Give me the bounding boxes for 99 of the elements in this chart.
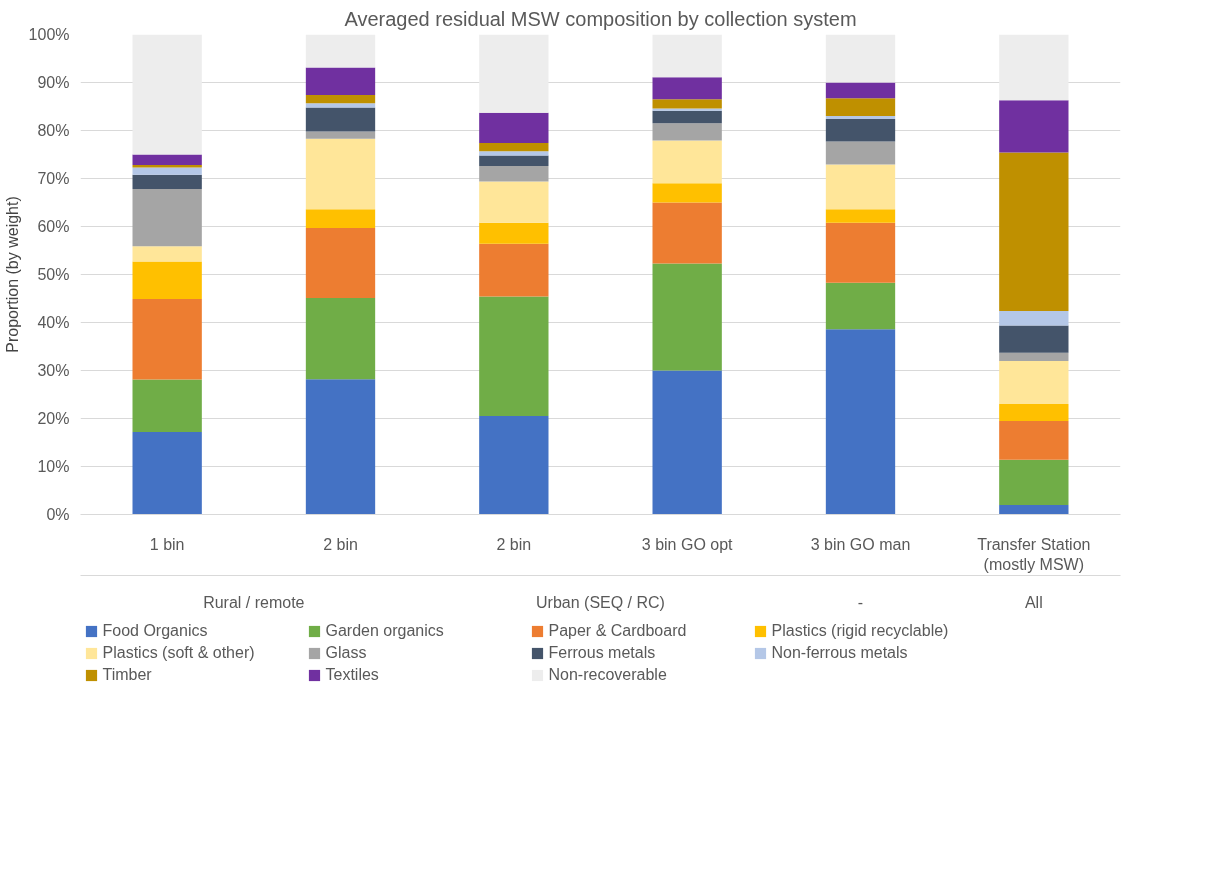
y-tick-label: 20% <box>37 410 70 427</box>
text: Urban (SEQ / RC) <box>536 593 665 611</box>
bar <box>652 370 722 515</box>
bar <box>305 227 376 299</box>
x-tick-label: 1 bin <box>149 535 185 553</box>
x-tick-label: 3 bin GO man <box>810 535 911 553</box>
bar <box>132 174 202 190</box>
legend-label: Non-recoverable <box>548 666 668 684</box>
bar <box>825 222 896 283</box>
bar <box>825 209 896 223</box>
bar <box>132 298 202 380</box>
bar <box>479 155 549 167</box>
text: - <box>857 593 864 611</box>
bar <box>305 94 376 104</box>
y-tick-label: 40% <box>37 314 70 331</box>
bar <box>652 202 722 264</box>
bar <box>479 243 549 297</box>
bar <box>652 183 722 203</box>
legend-label: Non-ferrous metals <box>771 644 909 662</box>
bar <box>652 34 722 78</box>
x-tick-label: Transfer Station (mostly MSW) <box>977 535 1091 573</box>
y-tick-label: 100% <box>28 26 70 43</box>
bar <box>305 379 376 515</box>
legend-label: Plastics (rigid recyclable) <box>771 622 950 640</box>
x-tick-label: 2 bin <box>496 535 532 553</box>
bar <box>999 420 1069 460</box>
text: All <box>1024 593 1043 611</box>
bar <box>479 151 549 156</box>
bar <box>132 189 202 247</box>
bar <box>132 167 202 175</box>
bar <box>479 222 549 244</box>
y-tick-label: 50% <box>37 266 70 283</box>
bar <box>132 379 202 432</box>
bar <box>479 34 549 113</box>
bar <box>305 138 376 210</box>
bar <box>652 99 722 109</box>
bar <box>305 107 376 132</box>
y-axis-title: Proportion (by weight) <box>3 196 21 353</box>
bar <box>652 263 722 371</box>
bar <box>999 352 1069 361</box>
bar <box>305 34 376 68</box>
legend-label: Glass <box>325 644 368 662</box>
bar <box>479 416 549 515</box>
bar <box>825 82 896 99</box>
bar <box>132 431 202 515</box>
bar <box>479 112 549 143</box>
legend-label: Paper & Cardboard <box>548 622 688 640</box>
bar <box>825 329 896 515</box>
bar <box>999 325 1069 353</box>
y-tick-label: 80% <box>37 122 70 139</box>
bar <box>825 116 896 119</box>
bar <box>999 459 1069 505</box>
bar <box>652 140 722 184</box>
bar <box>132 154 202 166</box>
y-tick-label: 0% <box>46 506 70 523</box>
bar <box>479 166 549 182</box>
bar <box>825 141 896 165</box>
bar <box>999 404 1069 421</box>
legend-label: Plastics (soft & other) <box>102 644 256 662</box>
bar <box>825 98 896 117</box>
bar <box>652 77 722 100</box>
bar <box>999 152 1069 311</box>
y-tick-label: 90% <box>37 74 70 91</box>
bar <box>825 34 896 83</box>
bar <box>305 298 376 380</box>
legend-label: Timber <box>102 666 153 684</box>
chart-title: Averaged residual MSW composition by collection system <box>344 7 857 30</box>
bar <box>132 34 202 155</box>
y-tick-label: 10% <box>37 458 70 475</box>
bar <box>999 100 1069 153</box>
bar <box>132 261 202 299</box>
bar <box>652 108 722 111</box>
bar <box>479 181 549 223</box>
bar <box>305 209 376 228</box>
legend-label: Textiles <box>325 666 380 684</box>
bar <box>825 118 896 142</box>
bar <box>305 67 376 95</box>
bar <box>132 246 202 262</box>
legend-label: Garden organics <box>325 622 445 640</box>
y-tick-label: 60% <box>37 218 70 235</box>
bar <box>652 123 722 141</box>
bar <box>825 282 896 330</box>
legend-label: Food Organics <box>102 622 209 640</box>
bar <box>999 34 1069 101</box>
y-tick-label: 30% <box>37 362 70 379</box>
bar <box>999 360 1069 405</box>
x-tick-label: 2 bin <box>323 535 358 553</box>
bar <box>305 131 376 139</box>
y-tick-label: 70% <box>37 170 70 187</box>
bar <box>652 110 722 124</box>
legend-label: Ferrous metals <box>548 644 657 662</box>
bar <box>479 296 549 417</box>
text: Rural / remote <box>203 593 305 611</box>
bar <box>305 103 376 108</box>
x-tick-label: 3 bin GO opt <box>641 535 734 553</box>
bar <box>825 164 896 210</box>
bar <box>479 142 549 152</box>
bar <box>999 310 1069 326</box>
bar <box>999 504 1069 515</box>
